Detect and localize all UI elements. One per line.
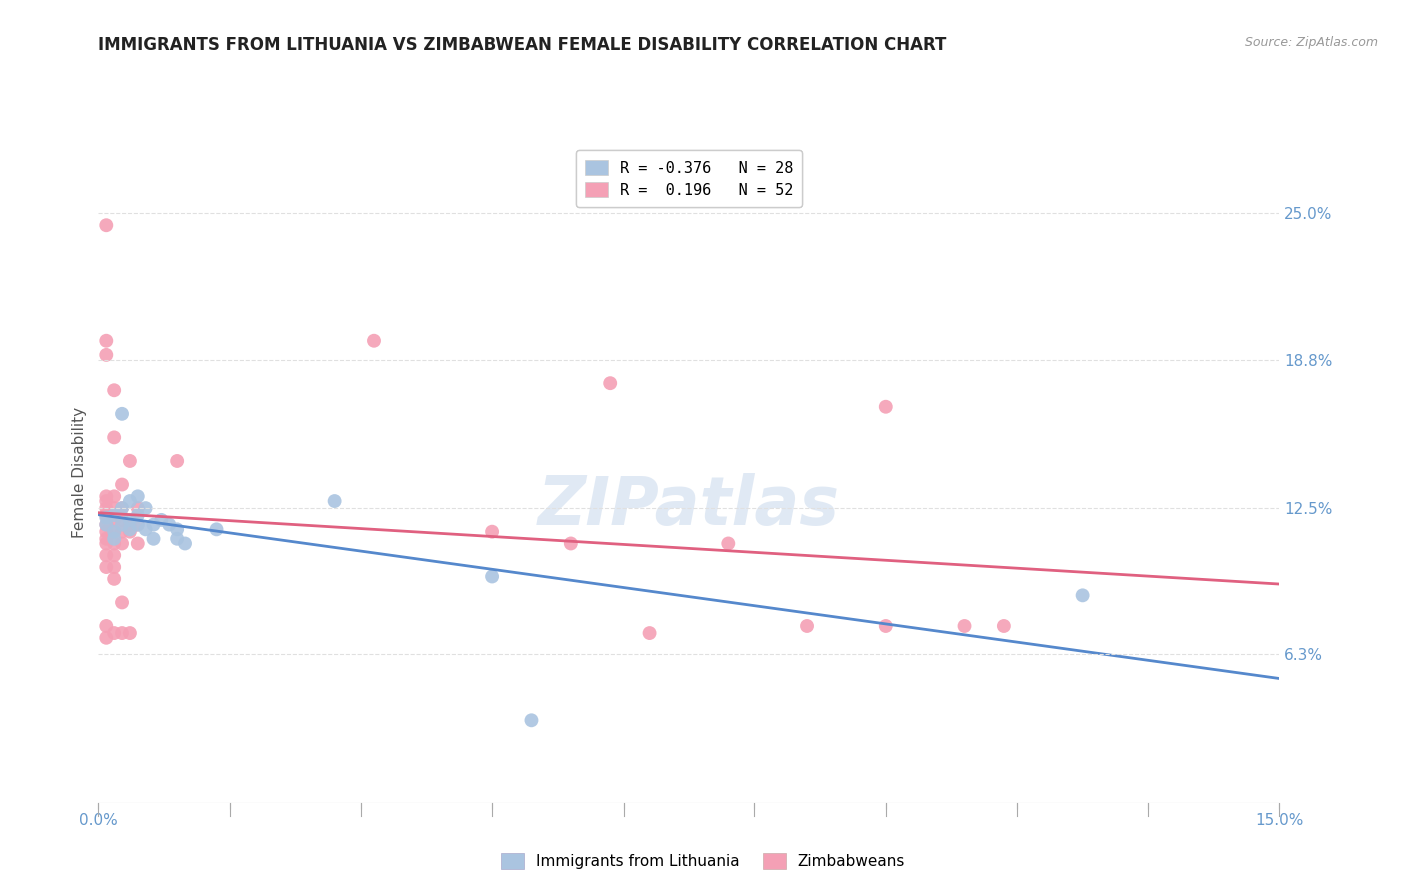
Point [127,501,149,516]
Point [520,714,543,728]
Point [993,619,1015,633]
Point [111,595,134,609]
Point [166,522,188,536]
Point [953,619,976,633]
Point [103,560,125,574]
Text: IMMIGRANTS FROM LITHUANIA VS ZIMBABWEAN FEMALE DISABILITY CORRELATION CHART: IMMIGRANTS FROM LITHUANIA VS ZIMBABWEAN … [98,36,946,54]
Point [103,384,125,398]
Point [717,536,740,550]
Point [96,560,118,574]
Point [118,494,141,508]
Point [96,536,118,550]
Point [111,407,134,421]
Point [638,626,661,640]
Point [103,548,125,563]
Point [111,501,134,516]
Point [875,619,897,633]
Point [96,619,118,633]
Point [142,517,165,532]
Point [323,494,346,508]
Point [127,508,149,523]
Point [103,513,125,527]
Point [118,522,141,536]
Point [111,517,134,532]
Point [111,524,134,539]
Point [103,508,125,523]
Point [96,334,118,348]
Point [96,517,118,532]
Point [96,494,118,508]
Point [796,619,818,633]
Point [363,334,385,348]
Point [96,489,118,503]
Point [111,626,134,640]
Point [103,489,125,503]
Point [205,522,228,536]
Text: ZIPatlas: ZIPatlas [538,473,839,539]
Point [127,489,149,503]
Point [599,376,621,391]
Point [96,631,118,645]
Text: Source: ZipAtlas.com: Source: ZipAtlas.com [1244,36,1378,49]
Point [96,524,118,539]
Point [111,536,134,550]
Y-axis label: Female Disability: Female Disability [72,407,87,539]
Point [96,532,118,546]
Point [118,517,141,532]
Point [111,477,134,491]
Point [157,517,180,532]
Point [1071,588,1094,602]
Point [103,536,125,550]
Point [96,548,118,563]
Point [135,522,157,536]
Point [96,510,118,524]
Point [111,513,134,527]
Point [103,501,125,516]
Point [111,501,134,516]
Point [481,569,503,583]
Point [118,454,141,468]
Point [96,348,118,362]
Point [96,501,118,516]
Point [481,524,503,539]
Point [135,501,157,516]
Legend: Immigrants from Lithuania, Zimbabweans: Immigrants from Lithuania, Zimbabweans [495,847,911,875]
Point [560,536,582,550]
Point [96,508,118,523]
Point [103,626,125,640]
Point [103,524,125,539]
Point [103,430,125,444]
Point [166,454,188,468]
Point [166,532,188,546]
Point [118,626,141,640]
Legend: R = -0.376   N = 28, R =  0.196   N = 52: R = -0.376 N = 28, R = 0.196 N = 52 [575,151,803,207]
Point [103,524,125,539]
Point [127,517,149,532]
Point [103,532,125,546]
Point [118,513,141,527]
Point [96,517,118,532]
Point [875,400,897,414]
Point [174,536,197,550]
Point [127,517,149,532]
Point [127,536,149,550]
Point [118,524,141,539]
Point [96,219,118,233]
Point [150,513,173,527]
Point [142,532,165,546]
Point [103,572,125,586]
